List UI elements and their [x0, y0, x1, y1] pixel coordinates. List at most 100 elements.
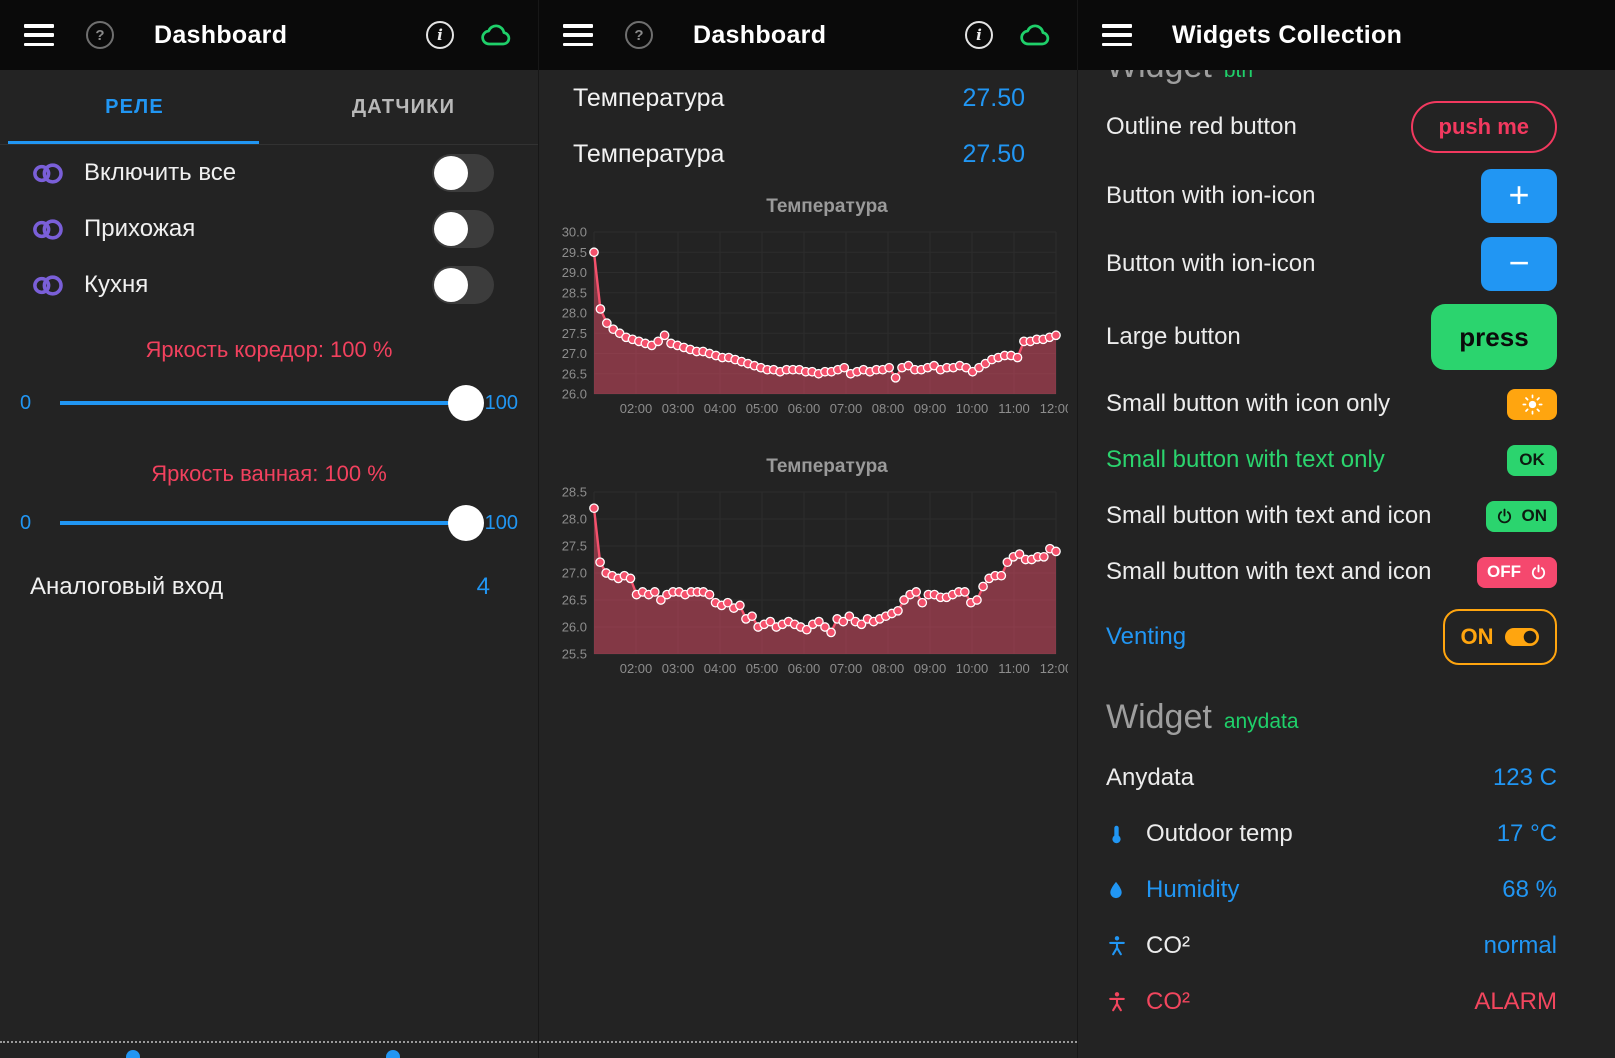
tab-relays[interactable]: РЕЛЕ: [0, 70, 269, 144]
info-icon[interactable]: i: [426, 21, 454, 49]
temperature-reading-row[interactable]: Температура 27.50: [539, 70, 1077, 126]
push-me-button[interactable]: push me: [1410, 101, 1557, 153]
data-row[interactable]: CO² ALARM: [1078, 974, 1615, 1030]
brightness-slider-bathroom: 0 100: [0, 491, 538, 555]
slider-knob[interactable]: [448, 505, 484, 541]
thermometer-icon: [1106, 824, 1127, 845]
switch-label: Кухня: [84, 271, 149, 298]
minus-button[interactable]: −: [1481, 237, 1557, 291]
data-row-label: Outdoor temp: [1146, 820, 1293, 847]
analog-input-label: Аналоговый вход: [30, 573, 224, 600]
section-heading-anydata: Widget anydata: [1078, 674, 1615, 750]
slider-knob[interactable]: [448, 385, 484, 421]
slider-max-label: 100: [484, 511, 518, 534]
data-row[interactable]: Outdoor temp 17 °C: [1078, 806, 1615, 862]
svg-text:07:00: 07:00: [830, 661, 863, 676]
svg-text:12:00: 12:00: [1040, 661, 1068, 676]
active-tab-underline: [8, 141, 259, 144]
widget-row-label: Large button: [1106, 323, 1241, 350]
menu-icon[interactable]: [563, 24, 593, 46]
widget-row: Small button with text and icon OFF: [1078, 544, 1615, 600]
svg-text:03:00: 03:00: [662, 401, 695, 416]
cut-off-icon: [386, 1050, 400, 1058]
button-label: ON: [1521, 506, 1548, 525]
svg-text:26.0: 26.0: [562, 620, 587, 635]
cloud-connected-icon: [480, 23, 514, 48]
temperature-chart-2[interactable]: 28.5 28.0 27.5 27.0 26.5 26.0 25.5 02:00 03:00 04…: [548, 486, 1068, 682]
widget-row: Large button press: [1078, 298, 1615, 376]
slider-track[interactable]: [60, 385, 484, 421]
data-row-value: 17 °C: [1496, 820, 1557, 847]
toggle-switch-kitchen[interactable]: [432, 266, 494, 304]
sun-icon: [1521, 393, 1543, 415]
svg-text:04:00: 04:00: [704, 661, 737, 676]
svg-text:28.5: 28.5: [562, 486, 587, 500]
svg-text:08:00: 08:00: [872, 401, 905, 416]
minus-icon: −: [1508, 242, 1530, 283]
droplet-icon: [1106, 880, 1126, 900]
ok-button[interactable]: OK: [1507, 444, 1557, 476]
svg-text:30.0: 30.0: [562, 226, 587, 240]
svg-text:28.0: 28.0: [562, 306, 587, 321]
section-tag: anydata: [1223, 710, 1299, 733]
off-button[interactable]: OFF: [1477, 556, 1557, 588]
widget-row: Outline red button push me: [1078, 92, 1615, 162]
svg-text:29.5: 29.5: [562, 245, 587, 260]
power-icon: [1496, 508, 1513, 525]
svg-text:10:00: 10:00: [956, 401, 989, 416]
menu-icon[interactable]: [1102, 24, 1132, 46]
data-row[interactable]: Anydata 123 C: [1078, 750, 1615, 806]
svg-text:05:00: 05:00: [746, 401, 779, 416]
panel-sensors-dashboard: ? Dashboard i Температура 27.50 Температ…: [538, 0, 1077, 1058]
button-label: OK: [1519, 450, 1545, 469]
widget-data-list: Anydata 123 C Outdoor temp 17 °C Humidity 68 …: [1078, 750, 1615, 1030]
sun-button[interactable]: [1507, 388, 1557, 420]
widget-row-label: Outline red button: [1106, 113, 1297, 140]
section-title: Widget: [1106, 698, 1212, 736]
toggle-switch-all[interactable]: [432, 154, 494, 192]
page-title: Dashboard: [693, 20, 827, 49]
slider-track[interactable]: [60, 505, 484, 541]
data-row-label: CO²: [1146, 932, 1190, 959]
widget-row: Small button with icon only: [1078, 376, 1615, 432]
plus-icon: +: [1508, 174, 1530, 215]
reading-label: Температура: [573, 83, 725, 112]
app-bar: ? Dashboard i: [539, 0, 1077, 70]
data-row-value: 123 C: [1492, 764, 1557, 791]
slider-min-label: 0: [20, 511, 32, 534]
plus-button[interactable]: +: [1481, 169, 1557, 223]
help-icon[interactable]: ?: [86, 21, 114, 49]
svg-text:02:00: 02:00: [620, 401, 653, 416]
toggle-on-icon: [1504, 627, 1540, 647]
data-row[interactable]: Humidity 68 %: [1078, 862, 1615, 918]
toggle-switch-hallway[interactable]: [432, 210, 494, 248]
switch-label: Включить все: [84, 159, 237, 186]
switch-knob: [434, 156, 468, 190]
svg-text:28.0: 28.0: [562, 512, 587, 527]
svg-text:09:00: 09:00: [914, 661, 947, 676]
switch-row-hallway[interactable]: Прихожая: [0, 201, 538, 257]
svg-text:03:00: 03:00: [662, 661, 695, 676]
on-button[interactable]: ON: [1485, 500, 1557, 532]
help-icon[interactable]: ?: [625, 21, 653, 49]
switch-row-kitchen[interactable]: Кухня: [0, 257, 538, 313]
widget-row-label: Button with ion-icon: [1106, 250, 1316, 277]
temperature-reading-row[interactable]: Температура 27.50: [539, 126, 1077, 182]
data-row-value: 68 %: [1502, 876, 1557, 903]
app-bar: ? Dashboard i: [0, 0, 538, 70]
venting-button[interactable]: ON: [1443, 609, 1557, 665]
cropped-heading-title: Widget: [1106, 70, 1212, 85]
tab-sensors[interactable]: ДАТЧИКИ: [269, 70, 538, 144]
data-row-value: normal: [1483, 932, 1557, 959]
info-icon[interactable]: i: [965, 21, 993, 49]
dotted-divider: [0, 1041, 1077, 1043]
page-title: Dashboard: [154, 20, 288, 49]
analog-input-row[interactable]: Аналоговый вход 4: [0, 561, 538, 613]
temperature-chart-1[interactable]: 30.0 29.5 29.0 28.5 28.0 27.5 27.0 26.5 26.0 02:0…: [548, 226, 1068, 422]
data-row[interactable]: CO² normal: [1078, 918, 1615, 974]
press-button[interactable]: press: [1431, 304, 1557, 370]
svg-text:27.0: 27.0: [562, 566, 587, 581]
menu-icon[interactable]: [24, 24, 54, 46]
panel-widgets-collection: Widgets Collection Widget btn Outline red…: [1077, 0, 1615, 1058]
switch-row-all[interactable]: Включить все: [0, 145, 538, 201]
